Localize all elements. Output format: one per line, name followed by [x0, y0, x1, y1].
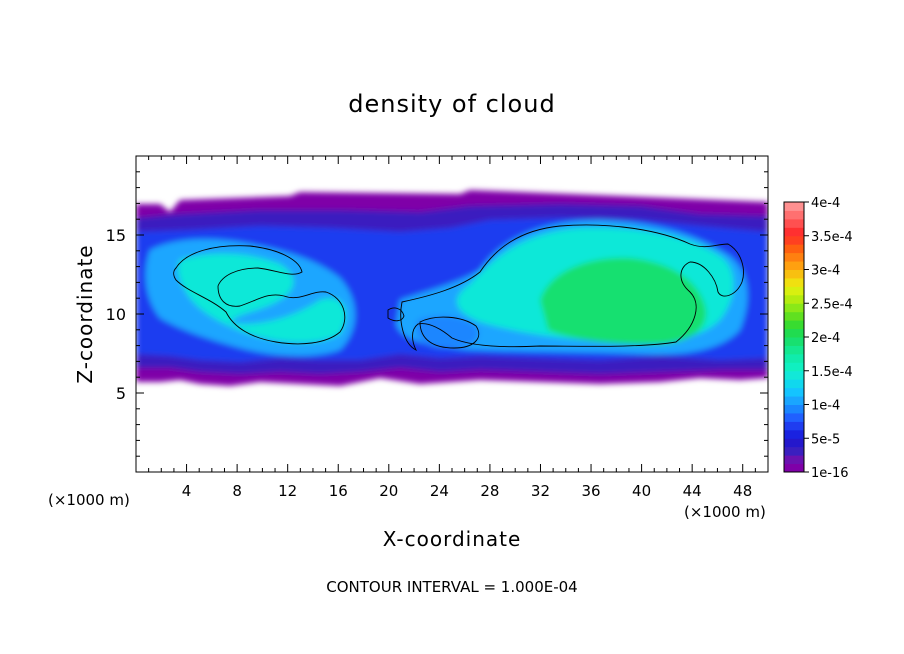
x-tick-label: 4	[182, 482, 192, 500]
colorbar-label: 3.5e-4	[811, 230, 853, 245]
colorbar-label: 1e-16	[811, 466, 849, 481]
x-axis-label: X-coordinate	[383, 527, 522, 551]
colorbar-swatch	[784, 463, 804, 473]
x-unit-left: (×1000 m)	[48, 491, 130, 509]
colorbar-swatch	[784, 412, 804, 422]
contour-line-lower	[419, 316, 480, 349]
colorbar-swatch	[784, 362, 804, 372]
colorbar-swatch	[784, 210, 804, 220]
contour-line-small	[387, 307, 405, 322]
colorbar-swatch	[784, 429, 804, 439]
colorbar-swatch	[784, 370, 804, 380]
x-unit-right: (×1000 m)	[684, 503, 766, 521]
x-tick-label: 36	[581, 482, 600, 500]
colorbar-label: 1.5e-4	[811, 365, 853, 380]
colorbar-swatch	[784, 404, 804, 414]
colorbar	[784, 202, 804, 473]
colorbar-swatch	[784, 438, 804, 448]
colorbar-swatch	[784, 320, 804, 330]
colorbar-swatch	[784, 261, 804, 270]
colorbar-swatch	[784, 345, 804, 355]
density-field	[136, 190, 768, 386]
colorbar-swatch	[784, 244, 804, 254]
colorbar-swatch	[784, 227, 804, 237]
colorbar-label: 1e-4	[811, 399, 840, 414]
colorbar-swatch	[784, 202, 804, 211]
colorbar-swatch	[784, 328, 804, 338]
y-tick-label: 5	[116, 384, 126, 403]
x-tick-label: 32	[531, 482, 550, 500]
colorbar-swatch	[784, 396, 804, 405]
colorbar-labels: 1e-16 5e-5 1e-4 1.5e-4 2e-4 2.5e-4 3e-4 3.5e-4 4…	[804, 196, 853, 481]
colorbar-label: 2.5e-4	[811, 297, 853, 312]
colorbar-swatch	[784, 446, 804, 456]
colorbar-swatch	[784, 421, 804, 431]
x-tick-label: 8	[232, 482, 242, 500]
contour-interval-footer: CONTOUR INTERVAL = 1.000E-04	[326, 578, 577, 596]
x-tick-label: 44	[683, 482, 702, 500]
colorbar-swatch	[784, 337, 804, 346]
x-tick-label: 28	[480, 482, 499, 500]
colorbar-label: 2e-4	[811, 331, 840, 346]
field-band-green	[540, 257, 707, 345]
colorbar-swatch	[784, 303, 804, 313]
contour-lines	[173, 224, 744, 352]
field-band-blue-inner	[416, 315, 479, 349]
colorbar-swatch	[784, 294, 804, 304]
colorbar-swatch	[784, 353, 804, 363]
y-axis-label: Z-coordinate	[73, 244, 97, 383]
y-tick-label: 10	[106, 305, 126, 324]
x-axis-ticks: 4 8 12 16 20 24 28 32 36 40 44 48	[148, 156, 756, 500]
chart-title: density of cloud	[348, 90, 555, 118]
colorbar-swatch	[784, 379, 804, 389]
colorbar-label: 4e-4	[811, 196, 840, 211]
colorbar-swatch	[784, 455, 804, 465]
colorbar-swatch	[784, 277, 804, 287]
colorbar-swatch	[784, 286, 804, 296]
y-tick-label: 15	[106, 226, 126, 245]
contour-line-right	[400, 224, 744, 352]
x-tick-label: 20	[379, 482, 398, 500]
colorbar-swatch	[784, 218, 804, 228]
x-tick-label: 40	[632, 482, 651, 500]
x-tick-label: 16	[329, 482, 348, 500]
colorbar-swatch	[784, 311, 804, 321]
x-tick-label: 48	[733, 482, 752, 500]
colorbar-swatch	[784, 387, 804, 397]
x-tick-label: 24	[430, 482, 449, 500]
colorbar-swatch	[784, 235, 804, 245]
colorbar-swatch	[784, 252, 804, 262]
y-axis-ticks: 5 10 15	[106, 171, 768, 457]
colorbar-label: 3e-4	[811, 264, 840, 279]
colorbar-label: 5e-5	[811, 432, 840, 447]
x-tick-label: 12	[278, 482, 297, 500]
colorbar-swatch	[784, 269, 804, 279]
contour-line-left	[173, 245, 346, 345]
